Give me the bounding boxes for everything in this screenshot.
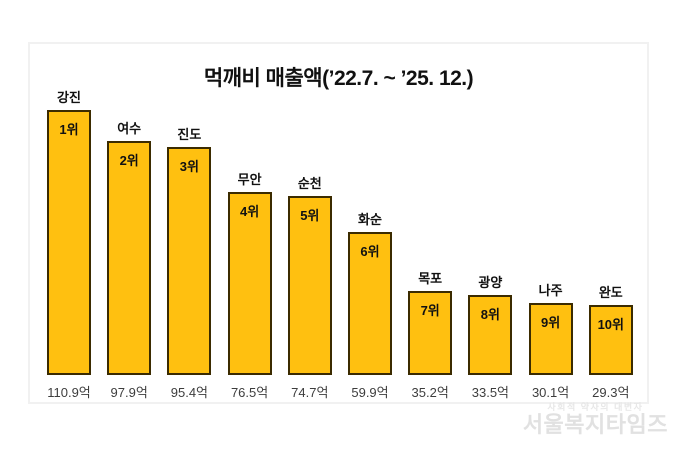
bar: 3위 xyxy=(167,147,212,375)
bar-value-label: 30.1억 xyxy=(531,385,570,400)
watermark-tagline: 사회적 약자의 대변자 xyxy=(547,402,644,412)
bar-rank-label: 10위 xyxy=(597,317,624,332)
bar-value-label: 110.9억 xyxy=(47,385,91,400)
bar-rank-label: 4위 xyxy=(239,204,260,219)
chart-frame: 먹깨비 매출액(’22.7. ~ ’25. 12.) 강진 1위 110.9억 여수 2… xyxy=(28,42,649,404)
bar-value-label: 59.9억 xyxy=(351,385,389,400)
bar-rank-label: 5위 xyxy=(300,208,320,223)
bar: 1위 xyxy=(47,110,91,375)
bar-category-label: 나주 xyxy=(538,283,563,298)
bar: 6위 xyxy=(348,232,392,375)
bar-rank-label: 9위 xyxy=(540,315,561,330)
bar: 5위 xyxy=(287,196,332,375)
bar-rank-label: 8위 xyxy=(480,307,500,322)
bar-value-label: 95.4억 xyxy=(170,385,209,400)
bar-column: 순천 5위 74.7억 xyxy=(287,173,332,400)
bar-category-label: 화순 xyxy=(358,212,382,227)
bar-rank-label: 1위 xyxy=(59,122,79,137)
bar-category-label: 광양 xyxy=(478,275,503,290)
bar: 4위 xyxy=(227,192,272,375)
bar-value-label: 29.3억 xyxy=(592,385,630,400)
bar-column: 여수 2위 97.9억 xyxy=(107,118,152,400)
bar-column: 완도 10위 29.3억 xyxy=(588,282,633,400)
bar-value-label: 35.2억 xyxy=(411,385,449,400)
bar-value-label: 76.5억 xyxy=(230,385,269,400)
bar-category-label: 완도 xyxy=(598,285,623,300)
bar-rank-label: 2위 xyxy=(119,153,139,168)
bar-category-label: 목포 xyxy=(418,271,443,286)
bar-rank-label: 7위 xyxy=(420,303,440,318)
bar-rank-label: 3위 xyxy=(179,159,199,174)
bar-column: 화순 6위 59.9억 xyxy=(348,209,392,400)
watermark-brand: 서울복지타임즈 xyxy=(522,411,668,437)
bar-category-label: 강진 xyxy=(57,90,81,105)
bar-column: 광양 8위 33.5억 xyxy=(468,272,513,400)
chart-title: 먹깨비 매출액(’22.7. ~ ’25. 12.) xyxy=(203,67,474,90)
bar-category-label: 순천 xyxy=(297,176,322,191)
bar-column: 진도 3위 95.4억 xyxy=(167,124,212,400)
bar: 9위 xyxy=(528,303,573,375)
bar: 7위 xyxy=(408,291,453,375)
watermark: 사회적 약자의 대변자 서울복지타임즈 xyxy=(522,402,668,437)
bar-column: 나주 9위 30.1억 xyxy=(528,280,573,400)
bar-value-label: 97.9억 xyxy=(110,385,148,400)
bar-category-label: 여수 xyxy=(117,121,142,136)
bar-category-label: 무안 xyxy=(237,172,262,187)
bar: 8위 xyxy=(468,295,513,375)
bar: 10위 xyxy=(588,305,633,375)
bar-value-label: 33.5억 xyxy=(471,385,510,400)
bar-column: 무안 4위 76.5억 xyxy=(227,169,272,400)
bar-column: 강진 1위 110.9억 xyxy=(47,87,91,400)
bar-value-label: 74.7억 xyxy=(291,385,329,400)
bar: 2위 xyxy=(107,141,152,375)
bar-rank-label: 6위 xyxy=(360,244,380,259)
bar-column: 목포 7위 35.2억 xyxy=(408,268,453,400)
bar-category-label: 진도 xyxy=(177,127,202,142)
